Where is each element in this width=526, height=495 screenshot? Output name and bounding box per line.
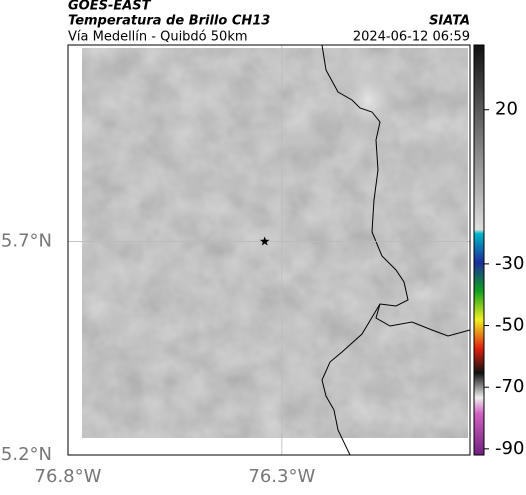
bright-cloud: [338, 60, 398, 140]
lat-label: 5.7°N: [1, 230, 52, 251]
colorbar-label: -50: [495, 315, 524, 336]
source: SIATA: [429, 14, 470, 29]
colorbar-label: -30: [495, 253, 524, 274]
colorbar-label: -70: [495, 376, 524, 397]
route: Vía Medellín - Quibdó 50km: [68, 30, 248, 45]
colorbar-label: -90: [495, 438, 524, 459]
lon-label: 76.3°W: [248, 466, 315, 487]
subtitle: Temperatura de Brillo CH13: [68, 14, 270, 29]
lon-label: 76.8°W: [35, 466, 102, 487]
satellite-image: [82, 48, 468, 438]
title: GOES-EAST: [68, 0, 152, 14]
timestamp: 2024-06-12 06:59: [353, 30, 470, 45]
border: [321, 303, 381, 455]
location-marker: [260, 236, 270, 246]
map-frame: [67, 44, 471, 456]
border: [321, 45, 470, 337]
colorbar: [473, 44, 485, 456]
map-area: [82, 45, 470, 455]
lat-label: 5.2°N: [1, 444, 52, 465]
colorbar-label: 20: [495, 99, 518, 120]
